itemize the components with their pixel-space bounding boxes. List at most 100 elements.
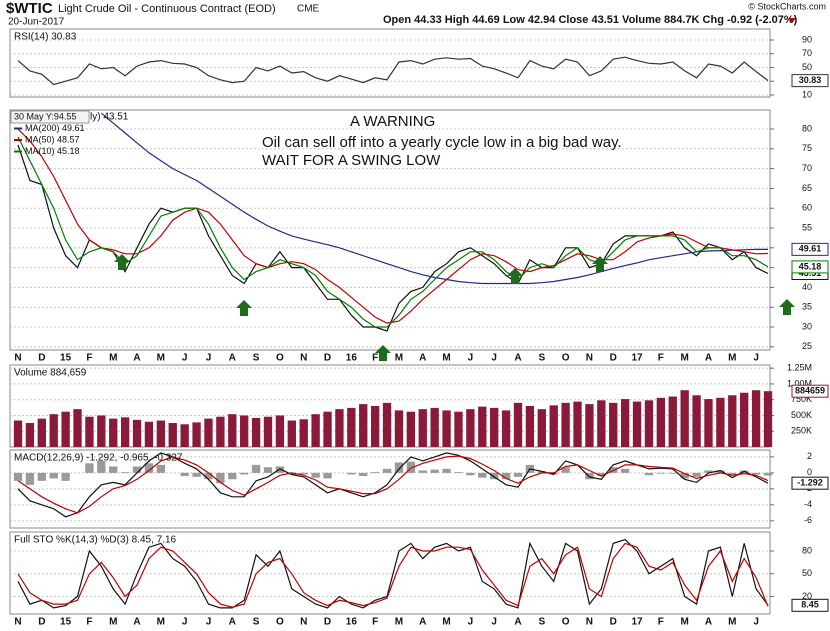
y-tick-label: 750K: [791, 394, 812, 404]
credit: © StockCharts.com: [748, 1, 826, 11]
y-tick-label: 500K: [791, 410, 812, 420]
bar: [525, 406, 535, 447]
last-value-label: -1.292: [797, 478, 823, 488]
x-tick-label: D: [324, 353, 331, 364]
bar: [109, 466, 118, 473]
series-line: [17, 56, 769, 86]
x-tick-label: F: [658, 353, 664, 364]
x-tick-label: 15: [60, 353, 72, 364]
x-tick-label: O: [562, 617, 570, 628]
bar: [49, 414, 58, 447]
y-tick-label: 35: [802, 302, 812, 312]
last-value-label: 30.83: [799, 75, 822, 85]
bar: [609, 402, 618, 447]
bar: [513, 472, 523, 477]
bar: [37, 472, 46, 481]
bar: [311, 472, 320, 478]
bar: [406, 411, 416, 447]
x-tick-label: N: [300, 353, 307, 364]
tooltip: 30 May Y:94.55: [14, 111, 76, 121]
y-tick-label: -4: [804, 499, 812, 509]
panel-frame: [9, 109, 771, 351]
bar: [478, 472, 487, 478]
y-tick-label: 70: [802, 163, 812, 173]
bar: [109, 418, 118, 447]
x-tick-label: M: [157, 617, 165, 628]
x-tick-label: M: [728, 617, 736, 628]
x-tick-label: S: [538, 353, 545, 364]
x-tick-label: J: [206, 617, 212, 628]
x-tick-label: M: [395, 353, 403, 364]
bar: [156, 420, 166, 447]
x-tick-label: F: [86, 353, 92, 364]
y-tick-label: 70: [802, 48, 812, 58]
bar: [454, 472, 463, 473]
x-tick-label: 16: [346, 617, 358, 628]
bar: [97, 415, 106, 447]
x-tick-label: D: [610, 353, 617, 364]
bar: [192, 472, 201, 477]
bar: [216, 472, 225, 484]
bar: [692, 472, 701, 477]
bar: [406, 461, 416, 473]
bar: [132, 419, 142, 447]
bar: [120, 417, 130, 447]
tooltip-box: [10, 110, 90, 124]
y-tick-label: 30: [802, 321, 812, 331]
series-line: [17, 128, 769, 324]
bar: [228, 414, 237, 447]
instrument-name: Light Crude Oil - Continuous Contract (E…: [58, 3, 276, 15]
bar: [763, 391, 773, 447]
bar: [466, 409, 475, 447]
bar: [382, 402, 392, 447]
last-value-label: 49.61: [799, 244, 822, 254]
bar: [228, 472, 237, 480]
exchange: CME: [297, 4, 320, 15]
bar: [180, 472, 189, 477]
bar: [359, 472, 368, 477]
down-triangle: [788, 18, 796, 23]
y-tick-label: 75: [802, 143, 812, 153]
x-tick-label: 15: [60, 617, 72, 628]
bar: [680, 472, 689, 479]
x-tick-label: J: [206, 353, 212, 364]
bar: [751, 390, 761, 447]
bar: [728, 472, 737, 476]
bar: [644, 472, 654, 476]
bar: [490, 407, 499, 447]
x-tick-label: J: [182, 617, 188, 628]
bar: [394, 462, 404, 473]
bar: [85, 416, 94, 447]
bar: [204, 472, 213, 480]
bar: [561, 402, 570, 447]
bar: [25, 472, 35, 485]
x-tick-label: D: [610, 617, 617, 628]
bar: [418, 409, 427, 447]
x-tick-label: A: [419, 617, 426, 628]
bar: [287, 472, 296, 475]
bar: [13, 472, 23, 481]
bar: [751, 472, 761, 475]
last-value-box: [791, 384, 829, 398]
swing-low-arrow: [507, 268, 523, 284]
bar: [37, 418, 46, 447]
bar: [418, 470, 427, 473]
date: 20-Jun-2017: [8, 17, 65, 28]
x-tick-label: 17: [631, 353, 643, 364]
bar: [323, 472, 332, 479]
x-tick-label: S: [253, 617, 260, 628]
x-tick-label: O: [276, 353, 284, 364]
bar: [668, 472, 677, 474]
bar: [85, 463, 94, 473]
x-tick-label: M: [157, 353, 165, 364]
bar: [49, 472, 58, 479]
x-tick-label: J: [753, 617, 759, 628]
bar: [240, 472, 249, 475]
x-tick-label: O: [562, 353, 570, 364]
bar: [716, 470, 725, 473]
bar: [263, 416, 273, 447]
last-value-box: [791, 598, 829, 612]
x-tick-label: J: [491, 617, 497, 628]
quote: Open 44.33 High 44.69 Low 42.94 Close 43…: [383, 14, 798, 26]
panel-frame: [9, 28, 771, 98]
